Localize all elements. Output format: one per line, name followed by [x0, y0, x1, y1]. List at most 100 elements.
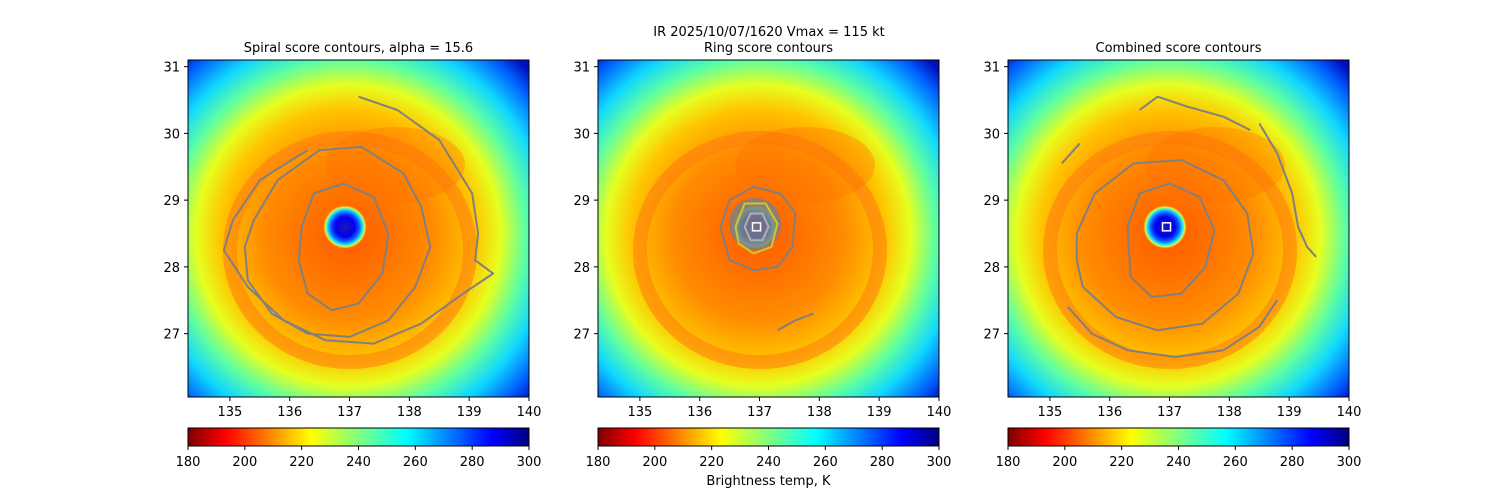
colorbar: 180 200 220 240 260 280 300 [586, 427, 952, 470]
axes-frame [1007, 59, 1350, 398]
figure-title-line1: IR 2025/10/07/1620 Vmax = 115 kt [653, 25, 884, 40]
x-tick-label: 138 [397, 405, 422, 420]
colorbar-tick-label: 200 [232, 455, 257, 470]
colorbar-tick-label: 180 [586, 455, 611, 470]
contour-outer [719, 185, 797, 272]
contour-inner [1126, 182, 1216, 298]
storm-eye [323, 205, 367, 249]
colorbar-tick-label: 300 [517, 455, 542, 470]
spiral-band [633, 131, 887, 369]
colorbar-tick-label: 180 [176, 455, 201, 470]
colorbar-tick-label: 180 [996, 455, 1021, 470]
colorbar-tick-label: 260 [1223, 455, 1248, 470]
contour-arc-left [1061, 142, 1081, 165]
colorbar: 180 200 220 240 260 280 300 [996, 427, 1362, 470]
contour-middle [243, 145, 432, 338]
x-tick-label: 140 [517, 405, 542, 420]
colorbar-ticks: 180 200 220 240 260 280 300 [586, 446, 952, 470]
y-tick-label: 28 [983, 261, 1000, 276]
spiral-band [223, 131, 477, 369]
colorbar-tick-label: 200 [642, 455, 667, 470]
y-tick-label: 31 [163, 61, 180, 76]
panel-ring: Ring score contours 135 136 137 138 139 140 2… [573, 41, 951, 489]
contour-tail [777, 312, 814, 332]
colorbar-tick-label: 220 [699, 455, 724, 470]
x-ticks: 135 136 137 138 139 140 [1037, 397, 1361, 420]
x-tick-label: 139 [867, 405, 892, 420]
colorbar: 180 200 220 240 260 280 300 [176, 427, 542, 470]
contour-mid [734, 202, 779, 255]
colorbar-tick-label: 240 [346, 455, 371, 470]
x-tick-label: 138 [1217, 405, 1242, 420]
colorbar-tick-label: 200 [1052, 455, 1077, 470]
x-tick-label: 140 [1337, 405, 1362, 420]
colorbar-tick-label: 280 [870, 455, 895, 470]
y-tick-label: 31 [983, 61, 1000, 76]
panel-title: Spiral score contours, alpha = 15.6 [244, 41, 473, 56]
x-tick-label: 138 [807, 405, 832, 420]
contour-outer [1067, 299, 1279, 358]
contour-inner [743, 212, 770, 242]
x-tick-label: 136 [277, 405, 302, 420]
colorbar-tick-label: 240 [1166, 455, 1191, 470]
contours [222, 95, 495, 345]
x-tick-label: 137 [747, 405, 772, 420]
colorbar-tick-label: 280 [460, 455, 485, 470]
center-marker [1161, 222, 1172, 232]
storm-eye [1143, 205, 1187, 249]
x-tick-label: 136 [1097, 405, 1122, 420]
y-tick-label: 27 [573, 328, 590, 343]
colorbar-gradient [597, 427, 940, 447]
y-tick-label: 29 [163, 194, 180, 209]
y-tick-label: 27 [983, 328, 1000, 343]
y-ticks: 27 28 29 30 31 [573, 61, 598, 343]
contours [1061, 95, 1317, 358]
markers [1161, 222, 1172, 232]
colorbar-tick-label: 260 [813, 455, 838, 470]
panel-title: Combined score contours [1096, 41, 1262, 56]
outer-rainband [1145, 127, 1285, 203]
outer-rainband [735, 127, 875, 203]
storm-image [188, 60, 529, 397]
y-tick-label: 30 [983, 127, 1000, 142]
contour-middle [1075, 159, 1255, 332]
x-tick-label: 136 [687, 405, 712, 420]
outer-rainband [325, 127, 465, 203]
x-ticks: 135 136 137 138 139 140 [217, 397, 541, 420]
colorbar-tick-label: 300 [927, 455, 952, 470]
contours [719, 185, 814, 332]
axes-frame [597, 59, 940, 398]
storm-image [1008, 60, 1349, 397]
contour-inner [297, 182, 390, 312]
panel-combined: Combined score contours 135 136 137 138 139 1… [983, 41, 1361, 470]
storm-image [598, 60, 939, 397]
panel-spiral: Spiral score contours, alpha = 15.6 135 1… [163, 41, 541, 470]
contour-arc-top [1139, 95, 1251, 131]
x-tick-label: 135 [627, 405, 652, 420]
colorbar-tick-label: 300 [1337, 455, 1362, 470]
x-tick-label: 137 [337, 405, 362, 420]
colorbar-tick-label: 260 [403, 455, 428, 470]
colorbar-label: Brightness temp, K [706, 474, 831, 489]
x-tick-label: 139 [1277, 405, 1302, 420]
x-tick-label: 137 [1157, 405, 1182, 420]
y-ticks: 27 28 29 30 31 [163, 61, 188, 343]
x-tick-label: 139 [457, 405, 482, 420]
colorbar-gradient [187, 427, 530, 447]
center-marker [751, 222, 762, 232]
x-tick-label: 135 [217, 405, 242, 420]
contour-outer [222, 95, 495, 345]
x-tick-label: 135 [1037, 405, 1062, 420]
y-tick-label: 30 [163, 127, 180, 142]
y-tick-label: 28 [163, 261, 180, 276]
y-tick-label: 27 [163, 328, 180, 343]
colorbar-gradient [1007, 427, 1350, 447]
y-tick-label: 28 [573, 261, 590, 276]
contour-arc-right [1258, 122, 1317, 258]
y-tick-label: 29 [983, 194, 1000, 209]
x-ticks: 135 136 137 138 139 140 [627, 397, 951, 420]
colorbar-tick-label: 220 [289, 455, 314, 470]
colorbar-ticks: 180 200 220 240 260 280 300 [996, 446, 1362, 470]
y-tick-label: 30 [573, 127, 590, 142]
